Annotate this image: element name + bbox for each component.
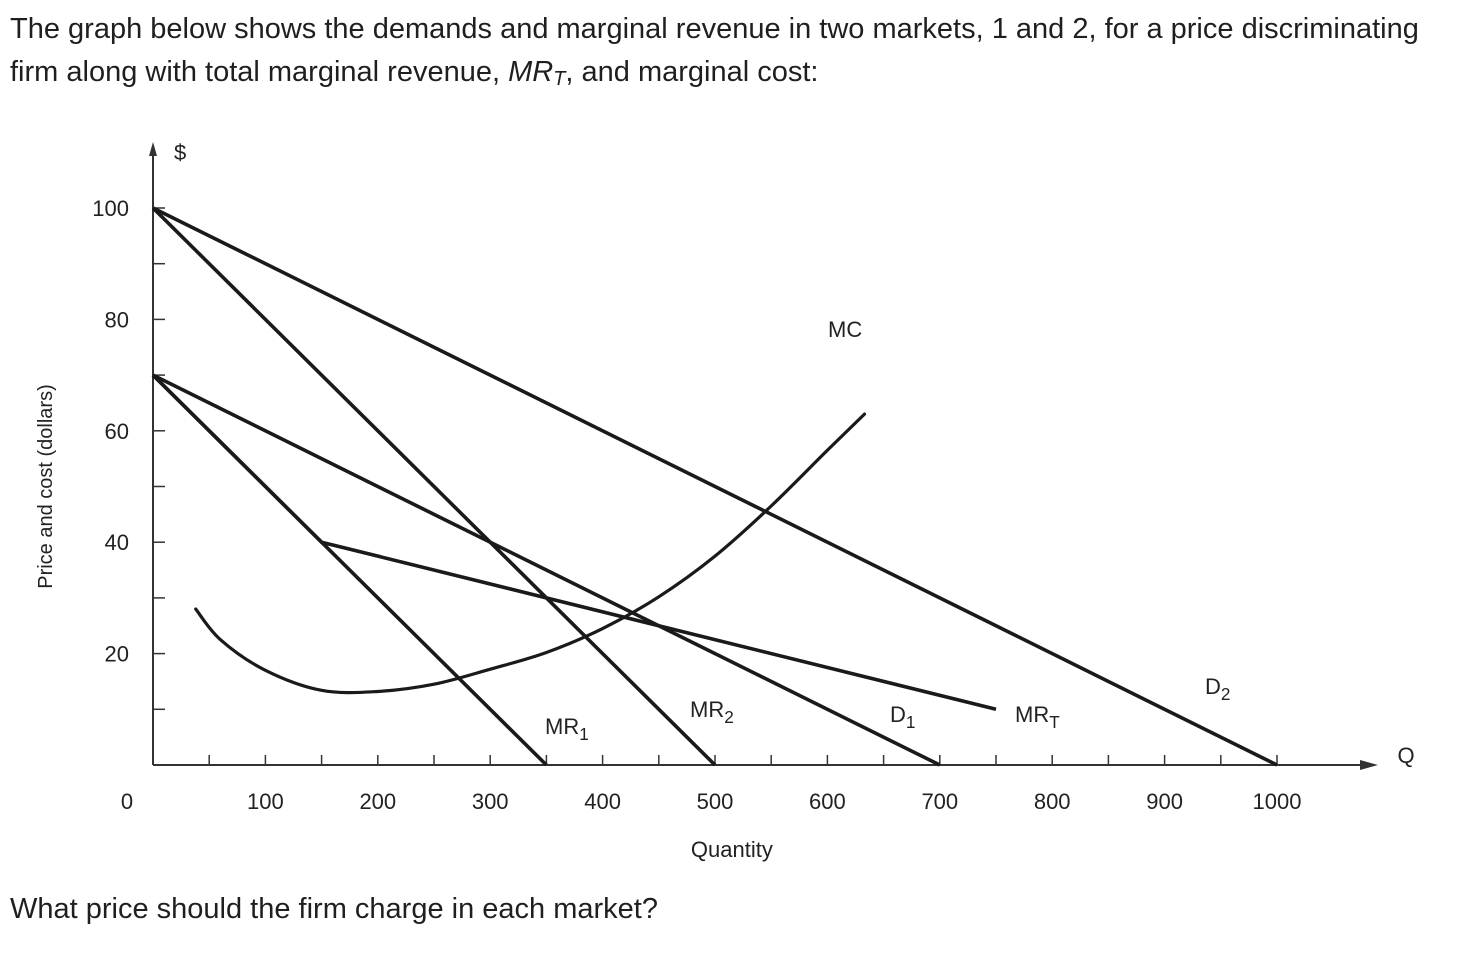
- d1-label: D1: [890, 702, 915, 732]
- d2-line: [152, 206, 1278, 767]
- origin-label: 0: [121, 789, 133, 814]
- x-tick-label: 900: [1146, 789, 1183, 814]
- x-axis-arrow: [1360, 760, 1378, 770]
- mrt-symbol-main: MR: [508, 56, 554, 88]
- y-tick-label: 60: [105, 419, 129, 444]
- mr2-label: MR2: [690, 697, 734, 727]
- x-tick-label: 500: [697, 789, 734, 814]
- x-tick-label: 400: [584, 789, 621, 814]
- question-intro: The graph below shows the demands and ma…: [10, 8, 1450, 101]
- mrt-label: MRT: [1015, 702, 1060, 732]
- question-prompt: What price should the firm charge in eac…: [10, 893, 658, 925]
- x-tick-label: 200: [359, 789, 396, 814]
- mc-label: MC: [828, 317, 862, 342]
- y-tick-label: 20: [105, 642, 129, 667]
- y-tick-label: 40: [105, 530, 129, 555]
- x-tick-label: 100: [247, 789, 284, 814]
- y-axis-title: Price and cost (dollars): [35, 384, 57, 589]
- mr1-label: MR1: [545, 714, 589, 744]
- x-tick-label: 600: [809, 789, 846, 814]
- chart-canvas: 20 40 60 80 100 100 200 300 400 500 600 700 800 900 10…: [35, 140, 1415, 862]
- x-tick-label: 800: [1034, 789, 1071, 814]
- y-tick-label: 80: [105, 307, 129, 332]
- intro-text-part2: , and marginal cost:: [565, 56, 819, 88]
- mrt-symbol-subscript: T: [553, 68, 566, 90]
- price-discrimination-chart: 20 40 60 80 100 100 200 300 400 500 600 700 800 900 10…: [0, 120, 1472, 880]
- y-unit-label: $: [174, 140, 186, 165]
- mrt-line: [151, 373, 997, 712]
- mc-curve: [194, 412, 867, 695]
- x-tick-label: 300: [472, 789, 509, 814]
- d1-line: [152, 373, 941, 767]
- d2-label: D2: [1205, 674, 1230, 704]
- x-unit-label: Q: [1397, 743, 1414, 768]
- intro-text-part1: The graph below shows the demands and ma…: [10, 13, 1419, 88]
- mr2-line: [151, 206, 717, 767]
- x-tick-label: 700: [921, 789, 958, 814]
- x-tick-label: 1000: [1253, 789, 1302, 814]
- x-axis-title: Quantity: [691, 837, 773, 862]
- y-tick-label: 100: [92, 196, 129, 221]
- y-axis-arrow: [149, 142, 157, 156]
- mrt-symbol: MRT: [508, 56, 566, 90]
